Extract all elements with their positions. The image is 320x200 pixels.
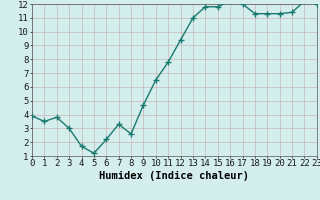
X-axis label: Humidex (Indice chaleur): Humidex (Indice chaleur)	[100, 171, 249, 181]
